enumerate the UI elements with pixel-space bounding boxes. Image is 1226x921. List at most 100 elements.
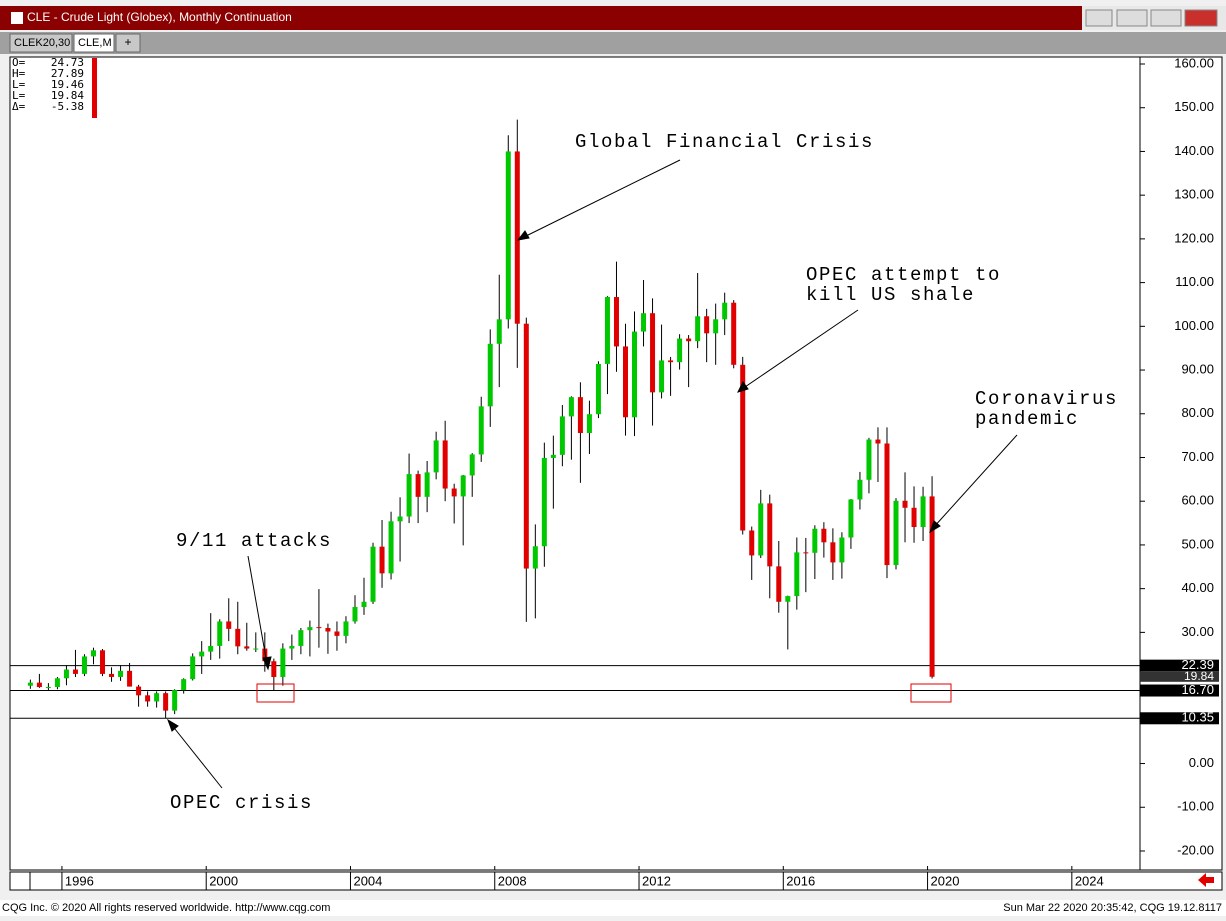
candle-body (27, 682, 33, 686)
candle-body (613, 297, 619, 347)
candle-body (848, 499, 854, 538)
readout-value: 24.73 (51, 56, 84, 69)
readout-label: L= (12, 78, 26, 91)
scroll-box[interactable] (9, 871, 31, 891)
price-axis (1139, 56, 1223, 871)
candle-body (677, 338, 683, 363)
close-button[interactable] (1184, 9, 1218, 27)
candle-body (749, 530, 755, 556)
candle-body (433, 440, 439, 473)
arrow (247, 555, 268, 665)
readout-value: -5.38 (51, 100, 84, 113)
arrowhead (737, 381, 749, 393)
candle-body (830, 542, 836, 563)
annotation: 9/11 attacks (176, 530, 332, 552)
candle-body (812, 528, 818, 553)
link-button[interactable] (1085, 9, 1113, 27)
candle-body (731, 302, 737, 365)
candle-body (767, 503, 773, 567)
x-tick-label: 2004 (353, 873, 382, 888)
readout-label: O= (12, 56, 26, 69)
candle-body (235, 628, 241, 647)
candle-body (794, 552, 800, 597)
arrowhead (167, 718, 179, 732)
tab-label: + (124, 35, 131, 49)
candle-body (650, 313, 656, 393)
x-tick-label: 2020 (931, 873, 960, 888)
candle-body (514, 151, 520, 324)
candle-body (361, 601, 367, 608)
footer-left: CQG Inc. © 2020 All rights reserved worl… (2, 902, 330, 914)
candle-body (172, 690, 178, 711)
annotation: Coronavirus (975, 388, 1118, 410)
annotation: kill US shale (806, 284, 975, 306)
y-tick-label: 60.00 (1181, 493, 1214, 508)
candle-body (307, 627, 313, 631)
y-tick-label: -20.00 (1177, 842, 1214, 857)
candle-body (586, 414, 592, 434)
candle-body (920, 496, 926, 528)
candle-body (127, 670, 133, 687)
price-label: 16.70 (1181, 682, 1214, 697)
candle-body (929, 496, 935, 677)
annotation: OPEC crisis (170, 792, 313, 814)
candle-body (280, 648, 286, 677)
arrow (741, 309, 859, 390)
candle-body (217, 621, 223, 646)
candle-body (478, 406, 484, 455)
plot-area (9, 56, 1141, 871)
candle-body (343, 621, 349, 636)
candle-body (523, 323, 529, 569)
candle-body (397, 516, 403, 522)
last-price-label: 19.84 (1184, 669, 1214, 683)
readout-label: H= (12, 67, 26, 80)
candle-body (181, 679, 187, 691)
x-tick-label: 2024 (1075, 873, 1104, 888)
title-bar (0, 6, 1082, 30)
candle-body (803, 552, 809, 554)
tab-add[interactable] (115, 33, 141, 53)
readout-bar (92, 58, 97, 118)
price-label-bg (1140, 684, 1219, 697)
candle-body (226, 621, 232, 629)
candle-body (406, 474, 412, 517)
tab[interactable] (9, 33, 73, 53)
candle-body (622, 346, 628, 418)
candle-body (884, 443, 890, 566)
y-tick-label: 160.00 (1174, 55, 1214, 70)
tab-active[interactable] (73, 33, 115, 53)
candle-body (190, 656, 196, 680)
candle-body (163, 693, 169, 711)
candle-body (722, 302, 728, 320)
app-icon (11, 12, 23, 24)
minimize-button[interactable] (1116, 9, 1148, 27)
candle-body (253, 648, 259, 650)
candle-body (451, 488, 457, 497)
arrowhead (516, 230, 530, 241)
maximize-button[interactable] (1150, 9, 1182, 27)
candle-body (469, 454, 475, 476)
candle-body (487, 343, 493, 407)
candle-body (289, 645, 295, 649)
candle-body (875, 439, 881, 444)
candle-body (866, 439, 872, 480)
tab-label: CLE,M (78, 37, 112, 49)
scroll-arrow[interactable] (1198, 873, 1214, 887)
candle-body (902, 500, 908, 508)
price-label-bg (1140, 659, 1219, 672)
tab-bar (0, 32, 1226, 54)
candle-body (568, 397, 574, 417)
x-tick-label: 2008 (498, 873, 527, 888)
y-tick-label: 50.00 (1181, 536, 1214, 551)
arrowhead (262, 656, 272, 671)
price-label: 10.35 (1181, 710, 1214, 725)
annotation: pandemic (975, 408, 1079, 430)
candle-body (559, 416, 565, 455)
candle-body (785, 596, 791, 602)
readout-value: 19.46 (51, 78, 84, 91)
arrow (521, 159, 681, 239)
candle-body (90, 650, 96, 657)
candle-body (118, 670, 124, 677)
candle-body (541, 457, 547, 547)
y-tick-label: -10.00 (1177, 799, 1214, 814)
